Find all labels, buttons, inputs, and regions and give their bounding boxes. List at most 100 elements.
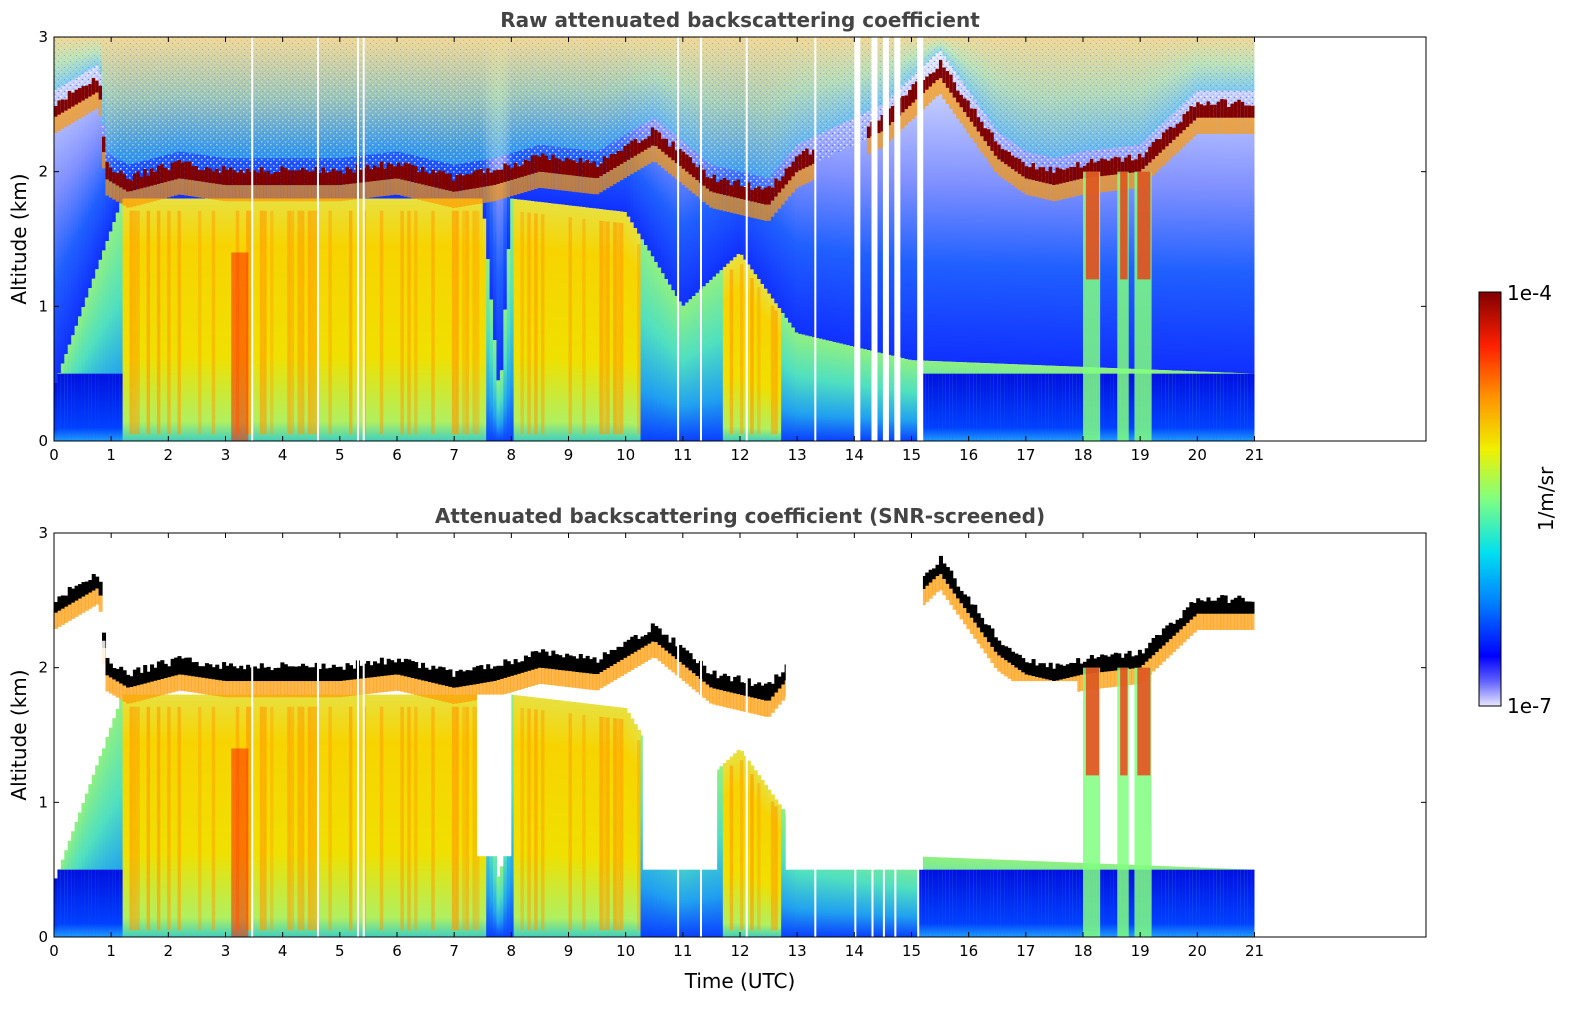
aerosol-streak bbox=[431, 706, 436, 931]
aerosol-column bbox=[530, 201, 535, 441]
cloud-segment bbox=[115, 668, 120, 682]
aerosol-column bbox=[544, 202, 549, 441]
cloud-segment bbox=[472, 667, 477, 685]
cloud-edge bbox=[925, 585, 930, 602]
aerosol-column bbox=[366, 694, 371, 937]
cloud-edge bbox=[654, 642, 659, 659]
cloud-segment bbox=[276, 171, 281, 186]
noise-top-column bbox=[232, 37, 237, 159]
boundary-column bbox=[1069, 869, 1074, 937]
cloud-edge bbox=[1148, 658, 1153, 675]
cloud-segment bbox=[1021, 162, 1026, 177]
cloud-segment bbox=[163, 663, 168, 679]
cloud-edge bbox=[331, 681, 336, 698]
aerosol-streak bbox=[534, 709, 539, 931]
aerosol-streak bbox=[132, 706, 137, 931]
cloud-segment bbox=[1237, 595, 1242, 614]
cloud-edge bbox=[472, 188, 477, 205]
boundary-column bbox=[1158, 373, 1163, 441]
boundary-column bbox=[1230, 869, 1235, 937]
cloud-segment bbox=[1209, 104, 1214, 118]
cloud-segment bbox=[438, 666, 443, 685]
cloud-edge bbox=[198, 677, 203, 694]
cloud-segment bbox=[582, 658, 587, 673]
cloud-segment bbox=[1117, 157, 1122, 175]
cloud-segment bbox=[1124, 157, 1129, 174]
aerosol-column bbox=[812, 833, 817, 937]
boundary-column bbox=[1041, 869, 1046, 937]
noise-top-column bbox=[1203, 37, 1208, 91]
cloud-segment bbox=[455, 175, 460, 192]
boundary-column bbox=[1107, 373, 1112, 441]
noise-top-column bbox=[575, 37, 580, 150]
cloud-segment bbox=[465, 174, 470, 190]
boundary-column bbox=[935, 373, 940, 441]
noise-top-column bbox=[1251, 37, 1256, 91]
cloud-segment bbox=[517, 662, 522, 674]
aerosol-column bbox=[489, 299, 494, 441]
cloud-edge bbox=[661, 647, 666, 664]
aerosol-column bbox=[163, 694, 168, 937]
cloud-edge bbox=[1127, 172, 1132, 190]
cloud-segment bbox=[767, 186, 772, 205]
cloud-edge bbox=[338, 185, 343, 202]
cloud-edge bbox=[932, 579, 937, 596]
x-tick-label: 5 bbox=[335, 942, 345, 960]
cloud-edge bbox=[225, 681, 230, 698]
cloud-edge bbox=[928, 86, 933, 103]
cloud-segment bbox=[225, 665, 230, 682]
boundary-column bbox=[1103, 373, 1108, 441]
cloud-segment bbox=[112, 667, 117, 680]
cloud-edge bbox=[691, 177, 697, 194]
cloud-segment bbox=[414, 662, 419, 679]
cloud-edge bbox=[146, 186, 151, 203]
cloud-segment bbox=[1124, 653, 1129, 670]
cloud-segment bbox=[729, 681, 734, 693]
cloud-segment bbox=[1117, 653, 1122, 671]
cloud-segment bbox=[431, 665, 436, 683]
boundary-column bbox=[67, 373, 72, 441]
cloud-segment bbox=[1185, 111, 1190, 127]
cloud-segment bbox=[997, 144, 1002, 160]
cloud-edge bbox=[1251, 613, 1256, 630]
cloud-edge bbox=[1168, 639, 1173, 656]
noise-top-column bbox=[129, 37, 134, 165]
cloud-segment bbox=[938, 59, 943, 79]
cloud-edge bbox=[914, 99, 919, 116]
cloud-segment bbox=[287, 666, 292, 682]
boundary-column bbox=[1151, 373, 1156, 441]
cloud-edge bbox=[712, 192, 717, 209]
aerosol-column bbox=[294, 694, 299, 937]
aerosol-streak bbox=[472, 706, 477, 931]
aerosol-column bbox=[794, 332, 799, 441]
x-tick-label: 10 bbox=[616, 942, 635, 960]
aerosol-column bbox=[150, 198, 155, 441]
noise-top-column bbox=[342, 37, 347, 158]
cloud-edge bbox=[71, 106, 76, 123]
cloud-segment bbox=[1103, 159, 1108, 176]
boundary-column bbox=[1161, 373, 1166, 441]
aerosol-column bbox=[887, 850, 892, 937]
cloud-segment bbox=[1110, 158, 1115, 175]
cloud-edge bbox=[1155, 652, 1160, 669]
cloud-edge bbox=[613, 663, 618, 681]
cloud-edge bbox=[503, 181, 508, 199]
free-troposphere-column bbox=[1151, 37, 1156, 370]
aerosol-column bbox=[493, 340, 498, 441]
cloud-segment bbox=[204, 663, 209, 679]
noise-top-column bbox=[177, 37, 182, 152]
cloud-segment bbox=[517, 166, 522, 178]
cloud-segment bbox=[1196, 102, 1201, 118]
noise-top-column bbox=[362, 37, 367, 156]
cloud-segment bbox=[273, 667, 278, 682]
cloud-segment bbox=[1182, 114, 1187, 131]
cloud-edge bbox=[962, 608, 967, 625]
aerosol-streak bbox=[263, 210, 268, 435]
noise-top-column bbox=[571, 37, 576, 149]
boundary-column bbox=[67, 869, 72, 937]
cloud-edge bbox=[280, 681, 285, 698]
aerosol-column bbox=[736, 254, 741, 441]
boundary-column bbox=[1113, 869, 1118, 937]
noise-top-column bbox=[860, 37, 865, 115]
cloud-edge bbox=[997, 159, 1002, 176]
